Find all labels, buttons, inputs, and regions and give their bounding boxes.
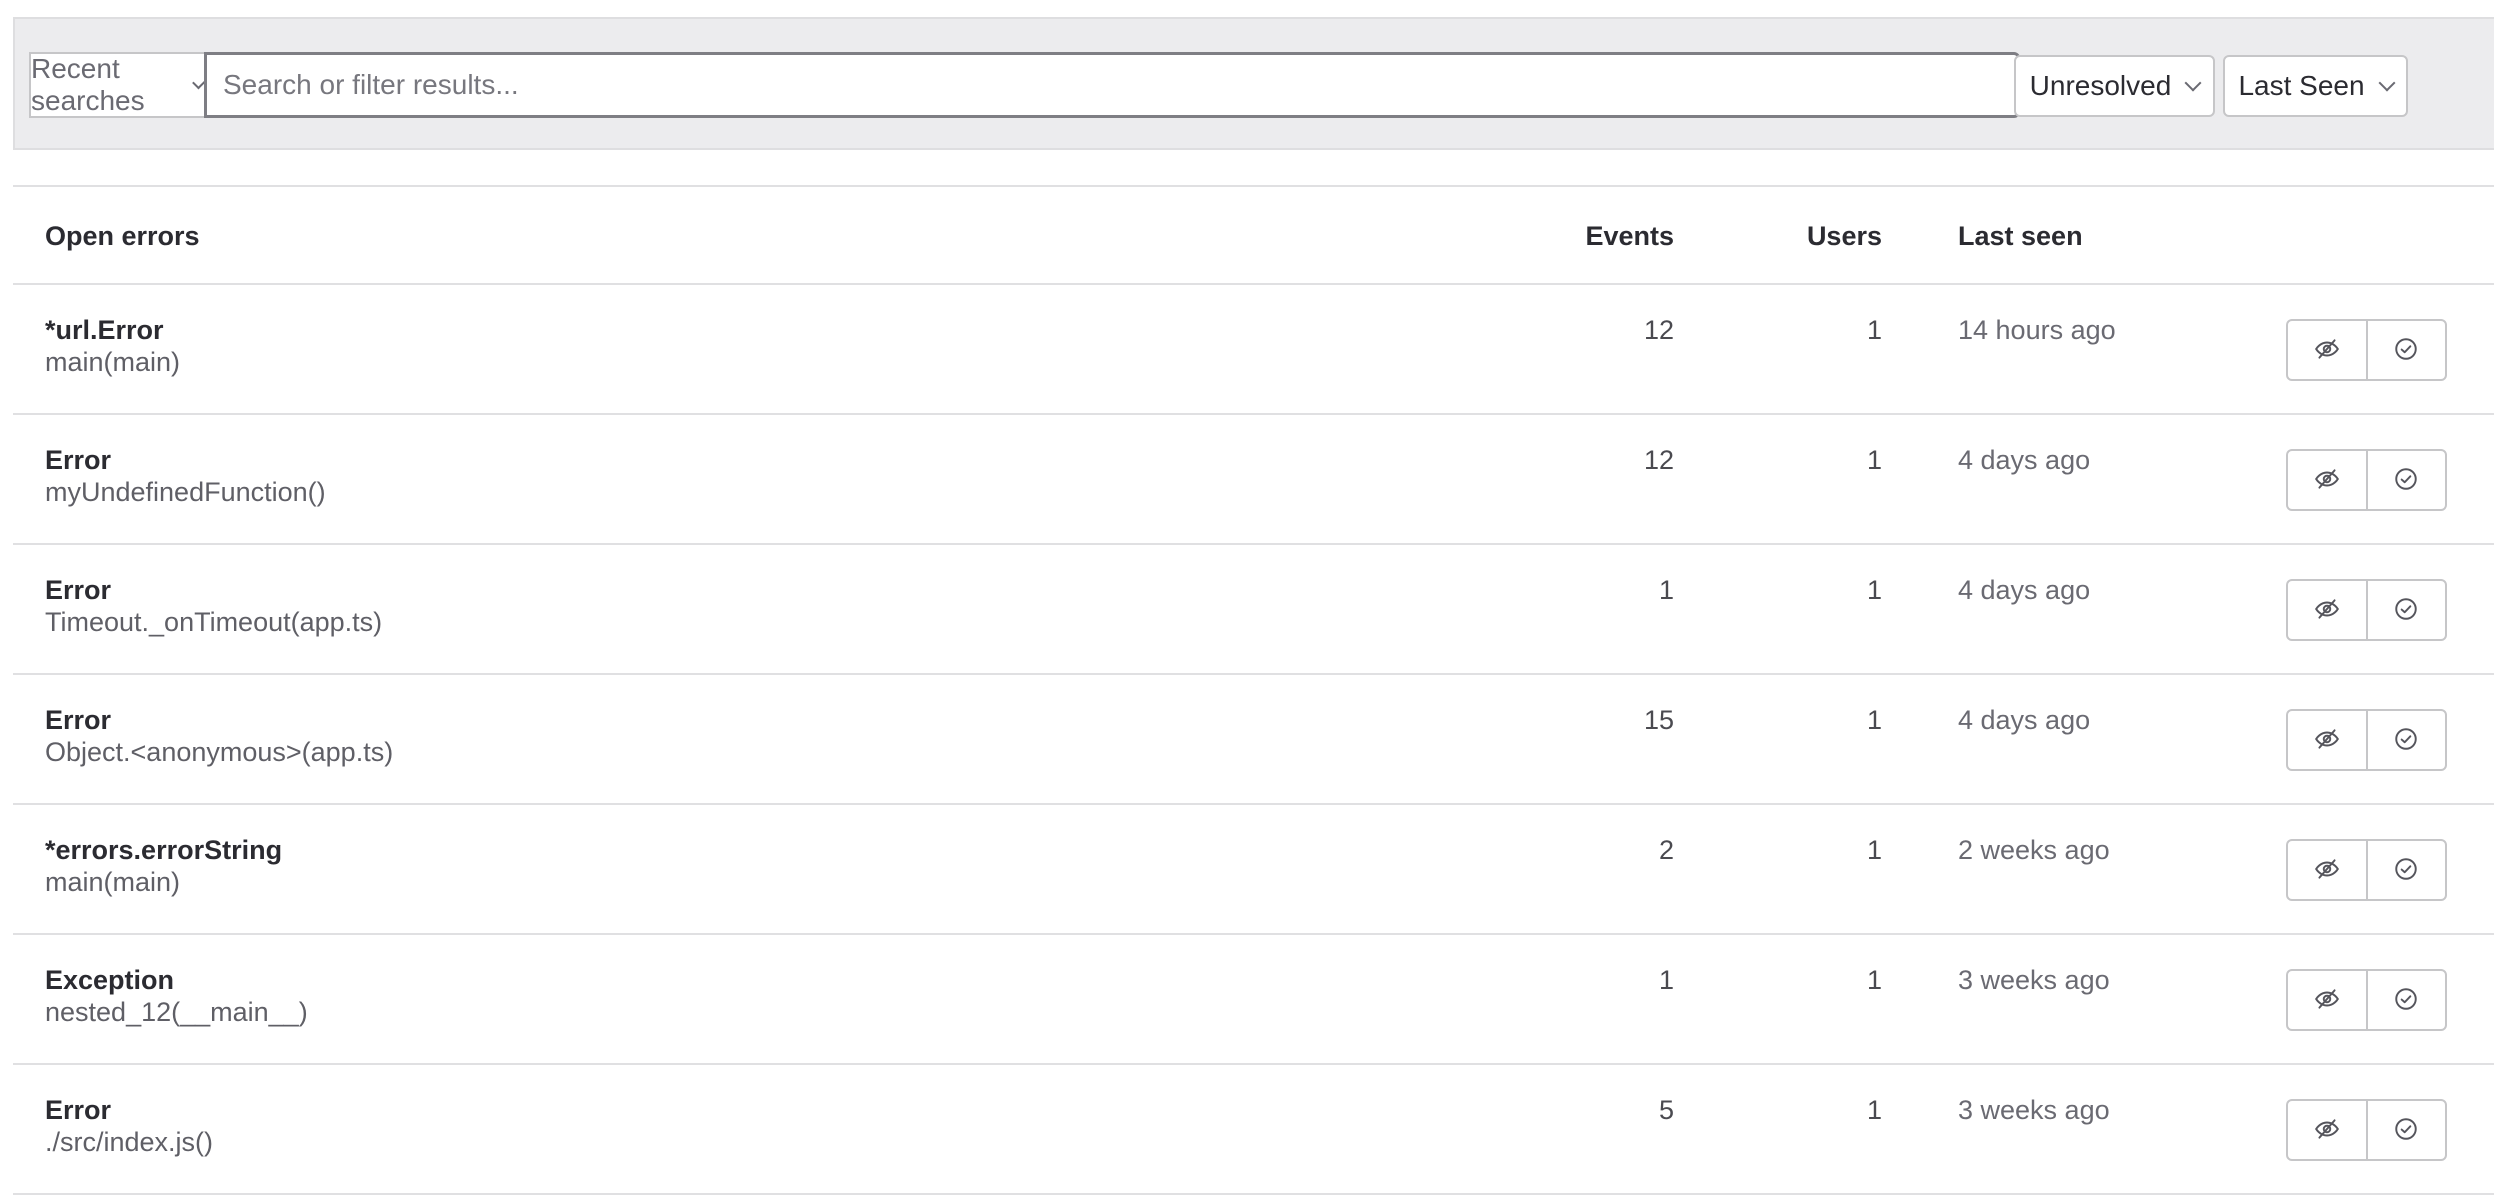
row-actions	[2286, 969, 2447, 1031]
table-row[interactable]: Error ./src/index.js() 5 1 3 weeks ago	[13, 1065, 2494, 1195]
table-row[interactable]: Error Timeout._onTimeout(app.ts) 1 1 4 days …	[13, 545, 2494, 675]
errors-table: Open errors Events Users Last seen *url.…	[13, 185, 2494, 1195]
error-title[interactable]: Error	[45, 575, 112, 605]
error-location: Object.<anonymous>(app.ts)	[45, 737, 394, 767]
last-seen: 4 days ago	[1958, 575, 2091, 605]
eye-off-icon	[2314, 986, 2340, 1015]
resolve-button[interactable]	[2365, 581, 2446, 639]
status-dropdown[interactable]: Unresolved	[2014, 55, 2215, 117]
resolve-button[interactable]	[2365, 841, 2446, 899]
event-count: 15	[1643, 705, 1674, 735]
header-events: Events	[1585, 221, 1674, 251]
last-seen: 2 weeks ago	[1958, 835, 2110, 865]
check-circle-icon	[2393, 596, 2419, 625]
resolve-button[interactable]	[2365, 321, 2446, 379]
eye-off-icon	[2314, 1116, 2340, 1145]
last-seen: 4 days ago	[1958, 445, 2091, 475]
check-circle-icon	[2393, 336, 2419, 365]
last-seen: 3 weeks ago	[1958, 1095, 2110, 1125]
error-title[interactable]: Error	[45, 1095, 112, 1125]
row-actions	[2286, 579, 2447, 641]
last-seen: 3 weeks ago	[1958, 965, 2110, 995]
user-count: 1	[1866, 835, 1882, 865]
ignore-button[interactable]	[2288, 581, 2366, 639]
user-count: 1	[1866, 1095, 1882, 1125]
error-location: Timeout._onTimeout(app.ts)	[45, 607, 383, 637]
error-title[interactable]: Exception	[45, 965, 175, 995]
check-circle-icon	[2393, 466, 2419, 495]
event-count: 2	[1658, 835, 1674, 865]
table-row[interactable]: Error Object.<anonymous>(app.ts) 15 1 4 days…	[13, 675, 2494, 805]
error-title[interactable]: *errors.errorString	[45, 835, 283, 865]
chevron-down-icon	[2378, 74, 2396, 92]
row-actions	[2286, 839, 2447, 901]
check-circle-icon	[2393, 856, 2419, 885]
error-title[interactable]: *url.Error	[45, 315, 164, 345]
user-count: 1	[1866, 445, 1882, 475]
event-count: 12	[1643, 315, 1674, 345]
header-open-errors: Open errors	[45, 221, 200, 251]
resolve-button[interactable]	[2365, 1101, 2446, 1159]
user-count: 1	[1866, 315, 1882, 345]
resolve-button[interactable]	[2365, 451, 2446, 509]
error-title[interactable]: Error	[45, 445, 112, 475]
row-actions	[2286, 709, 2447, 771]
check-circle-icon	[2393, 986, 2419, 1015]
ignore-button[interactable]	[2288, 711, 2366, 769]
last-seen: 14 hours ago	[1958, 315, 2116, 345]
eye-off-icon	[2314, 726, 2340, 755]
ignore-button[interactable]	[2288, 451, 2366, 509]
ignore-button[interactable]	[2288, 971, 2366, 1029]
eye-off-icon	[2314, 466, 2340, 495]
ignore-button[interactable]	[2288, 841, 2366, 899]
chevron-down-icon	[2184, 74, 2202, 92]
user-count: 1	[1866, 705, 1882, 735]
event-count: 1	[1658, 965, 1674, 995]
error-location: main(main)	[45, 867, 181, 897]
eye-off-icon	[2314, 336, 2340, 365]
check-circle-icon	[2393, 726, 2419, 755]
sort-label: Last Seen	[2238, 70, 2365, 101]
eye-off-icon	[2314, 596, 2340, 625]
ignore-button[interactable]	[2288, 1101, 2366, 1159]
recent-searches-dropdown[interactable]: Recent searches	[29, 52, 207, 118]
table-row[interactable]: *url.Error main(main) 12 1 14 hours ago	[13, 285, 2494, 415]
recent-searches-label: Recent searches	[31, 53, 145, 116]
ignore-button[interactable]	[2288, 321, 2366, 379]
error-location: nested_12(__main__)	[45, 997, 308, 1027]
error-location: main(main)	[45, 347, 181, 377]
table-row[interactable]: *errors.errorString main(main) 2 1 2 weeks a…	[13, 805, 2494, 935]
table-row[interactable]: Exception nested_12(__main__) 1 1 3 weeks ag…	[13, 935, 2494, 1065]
status-label: Unresolved	[2029, 70, 2172, 101]
header-last-seen: Last seen	[1958, 221, 2083, 251]
search-input[interactable]	[204, 52, 2020, 118]
row-actions	[2286, 449, 2447, 511]
resolve-button[interactable]	[2365, 711, 2446, 769]
sort-dropdown[interactable]: Last Seen	[2223, 55, 2408, 117]
user-count: 1	[1866, 965, 1882, 995]
table-header: Open errors Events Users Last seen	[13, 187, 2494, 285]
resolve-button[interactable]	[2365, 971, 2446, 1029]
header-users: Users	[1806, 221, 1882, 251]
eye-off-icon	[2314, 856, 2340, 885]
error-location: myUndefinedFunction()	[45, 477, 326, 507]
event-count: 12	[1643, 445, 1674, 475]
event-count: 1	[1658, 575, 1674, 605]
row-actions	[2286, 1099, 2447, 1161]
last-seen: 4 days ago	[1958, 705, 2091, 735]
user-count: 1	[1866, 575, 1882, 605]
error-location: ./src/index.js()	[45, 1127, 214, 1157]
row-actions	[2286, 319, 2447, 381]
filter-bar: Recent searches Unresolved Last Seen	[13, 17, 2494, 150]
event-count: 5	[1658, 1095, 1674, 1125]
check-circle-icon	[2393, 1116, 2419, 1145]
table-row[interactable]: Error myUndefinedFunction() 12 1 4 days ago	[13, 415, 2494, 545]
error-title[interactable]: Error	[45, 705, 112, 735]
